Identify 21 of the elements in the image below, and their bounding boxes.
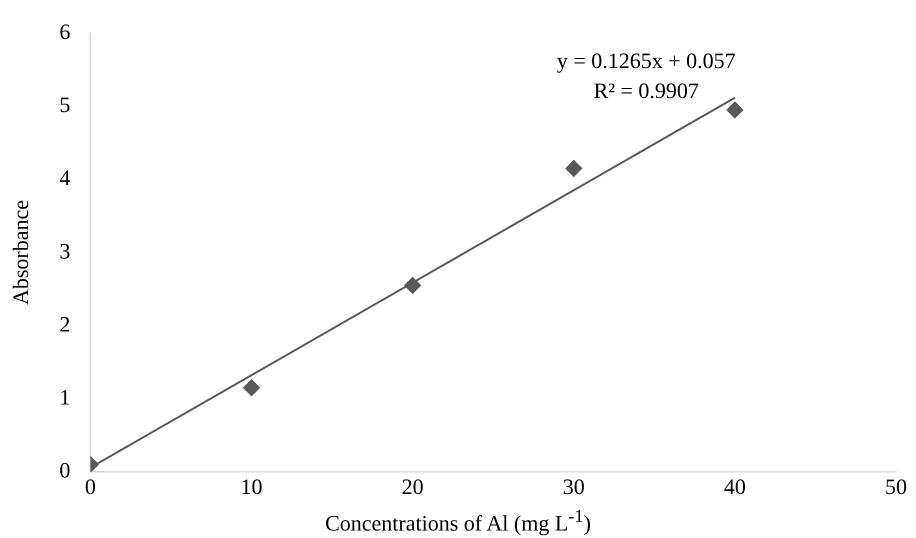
annotation: R² = 0.9907 xyxy=(594,78,699,104)
y-tick-label: 6 xyxy=(59,18,70,44)
point xyxy=(404,276,422,294)
y-tick-label: 0 xyxy=(59,458,70,483)
x-tick-label: 40 xyxy=(724,474,746,499)
y-tick-label: 4 xyxy=(59,165,70,190)
x-tick-label: 10 xyxy=(240,474,263,499)
x-tick-label: 50 xyxy=(885,474,907,499)
point xyxy=(243,379,260,396)
point xyxy=(565,160,582,177)
x-axis-title: Concentrations of Al (mg L$^{-1}$) xyxy=(324,506,592,536)
y-tick-label: 2 xyxy=(59,311,70,336)
x-tick-label: 20 xyxy=(402,474,424,499)
y-tick-label: 1 xyxy=(59,384,70,410)
y-tick-label: 3 xyxy=(59,238,70,264)
annotation: y = 0.1265x + 0.057 xyxy=(556,48,736,74)
y-axis-title: Absorbance xyxy=(8,200,33,306)
x-tick-label: 0 xyxy=(84,474,96,499)
x-tick-label: 30 xyxy=(562,474,585,499)
y-tick-label: 5 xyxy=(59,92,70,118)
point xyxy=(726,101,744,118)
